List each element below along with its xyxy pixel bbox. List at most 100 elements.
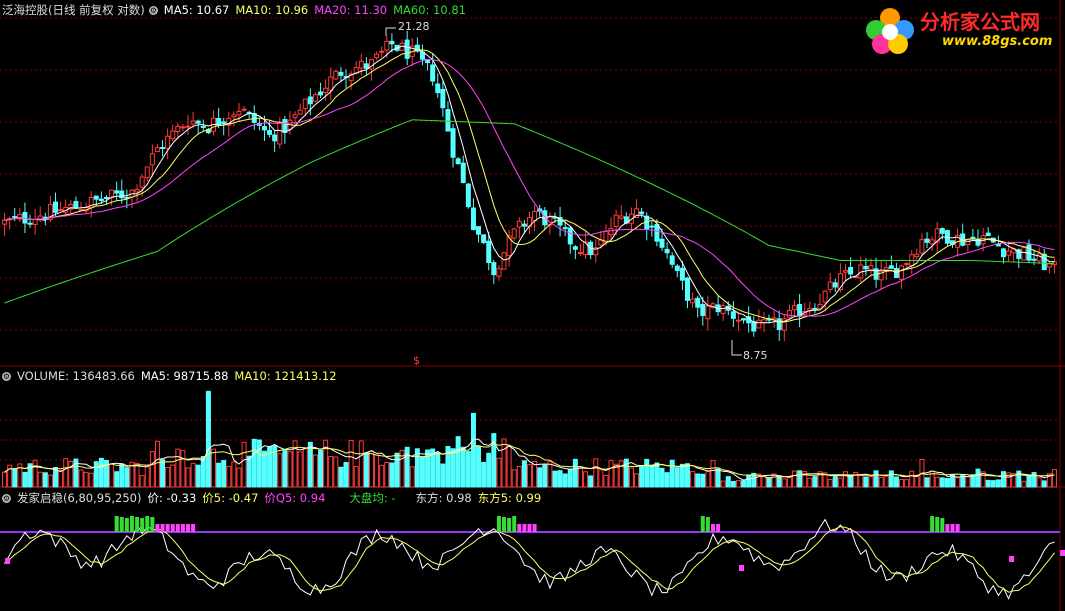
signal-bar-green xyxy=(496,516,501,532)
signal-bar-magenta xyxy=(170,524,175,532)
candle xyxy=(379,50,385,53)
volume-bar xyxy=(990,480,996,488)
volume-bar xyxy=(766,477,772,488)
signal-bar-green xyxy=(940,518,945,532)
low-price-label: 8.75 xyxy=(743,349,768,362)
volume-bar xyxy=(333,456,339,488)
volume-bar xyxy=(236,467,242,488)
volume-bar xyxy=(873,470,879,488)
candle xyxy=(776,318,782,331)
signal-bar-magenta xyxy=(950,524,955,532)
candle xyxy=(445,109,451,132)
candle xyxy=(1046,263,1052,268)
candle xyxy=(2,219,8,225)
volume-bar xyxy=(909,470,915,488)
candle xyxy=(756,319,762,329)
candle xyxy=(185,125,191,128)
volume-bar xyxy=(725,476,731,488)
volume-bar xyxy=(68,460,74,488)
candle xyxy=(771,317,777,320)
volume-bar xyxy=(904,479,910,488)
signal-dot xyxy=(5,558,11,564)
volume-bar xyxy=(674,467,680,488)
volume-bar xyxy=(175,448,181,488)
candle xyxy=(583,241,589,255)
candle xyxy=(837,273,843,291)
volume-bar xyxy=(939,477,945,488)
volume-bar xyxy=(1016,470,1022,488)
volume-bar xyxy=(103,460,109,488)
signal-bar-magenta xyxy=(517,524,522,532)
candle xyxy=(1041,253,1047,271)
signal-bar-magenta xyxy=(532,524,537,532)
candle xyxy=(914,253,920,258)
volume-bar xyxy=(583,471,589,488)
candle xyxy=(312,94,318,102)
volume-bar xyxy=(124,467,130,488)
candle xyxy=(323,87,329,93)
candle xyxy=(572,246,578,250)
volume-bar xyxy=(98,457,104,488)
settings-icon[interactable]: ⚙ xyxy=(2,494,11,503)
volume-bar xyxy=(27,463,33,488)
candle xyxy=(690,298,696,304)
candle xyxy=(832,282,838,288)
volume-bar xyxy=(363,452,369,488)
ma5-label: MA5: 10.67 xyxy=(163,3,230,17)
volume-bar xyxy=(389,462,395,488)
volume-bar xyxy=(695,473,701,488)
candle xyxy=(888,265,894,269)
candle xyxy=(842,270,848,273)
candle xyxy=(669,255,675,265)
volume-bar xyxy=(644,458,650,488)
candle xyxy=(848,267,854,275)
candle xyxy=(741,318,747,321)
signal-bar-green xyxy=(502,517,507,532)
volume-bar xyxy=(802,471,808,488)
volume-bar xyxy=(618,460,624,488)
candle xyxy=(302,98,308,110)
volume-bar xyxy=(144,464,150,488)
candle xyxy=(103,197,109,200)
candle xyxy=(149,153,155,166)
candle xyxy=(929,239,935,245)
candle xyxy=(53,201,59,213)
candle xyxy=(674,265,680,271)
candle xyxy=(827,281,833,290)
volume-bar xyxy=(323,439,329,488)
volume-bar xyxy=(256,439,262,488)
volume-bar xyxy=(899,479,905,488)
candle xyxy=(822,290,828,303)
volume-bar xyxy=(1011,473,1017,488)
candle xyxy=(1021,247,1027,261)
settings-icon[interactable]: ⚙ xyxy=(2,372,11,381)
candle xyxy=(654,223,660,242)
candle xyxy=(282,118,288,133)
dongfang-label: 东方: 0.98 xyxy=(415,491,472,505)
volume-bar xyxy=(42,472,48,488)
volume-bar xyxy=(394,452,400,488)
jia-line xyxy=(4,518,1055,600)
signal-bar-magenta xyxy=(155,524,160,532)
volume-bar xyxy=(542,464,548,488)
ma10-label: MA10: 10.96 xyxy=(235,3,309,17)
candle xyxy=(700,303,706,316)
candle xyxy=(17,213,23,220)
volume-bar xyxy=(328,456,334,488)
settings-icon[interactable]: ⚙ xyxy=(148,6,158,15)
signal-bar-magenta xyxy=(710,524,715,532)
candle xyxy=(216,118,222,125)
volume-bar xyxy=(481,461,487,488)
dongfang5-label: 东方5: 0.99 xyxy=(477,491,542,505)
candle xyxy=(476,226,482,235)
candle xyxy=(878,270,884,281)
volume-bar xyxy=(348,439,354,488)
flower-logo-icon xyxy=(866,8,914,54)
jia5-line xyxy=(4,526,1055,593)
volume-bar xyxy=(878,476,884,488)
volume-bar xyxy=(975,468,981,488)
volume-bar xyxy=(37,471,43,488)
volume-bar xyxy=(1000,471,1006,488)
candle xyxy=(899,265,905,280)
candle xyxy=(751,321,757,332)
